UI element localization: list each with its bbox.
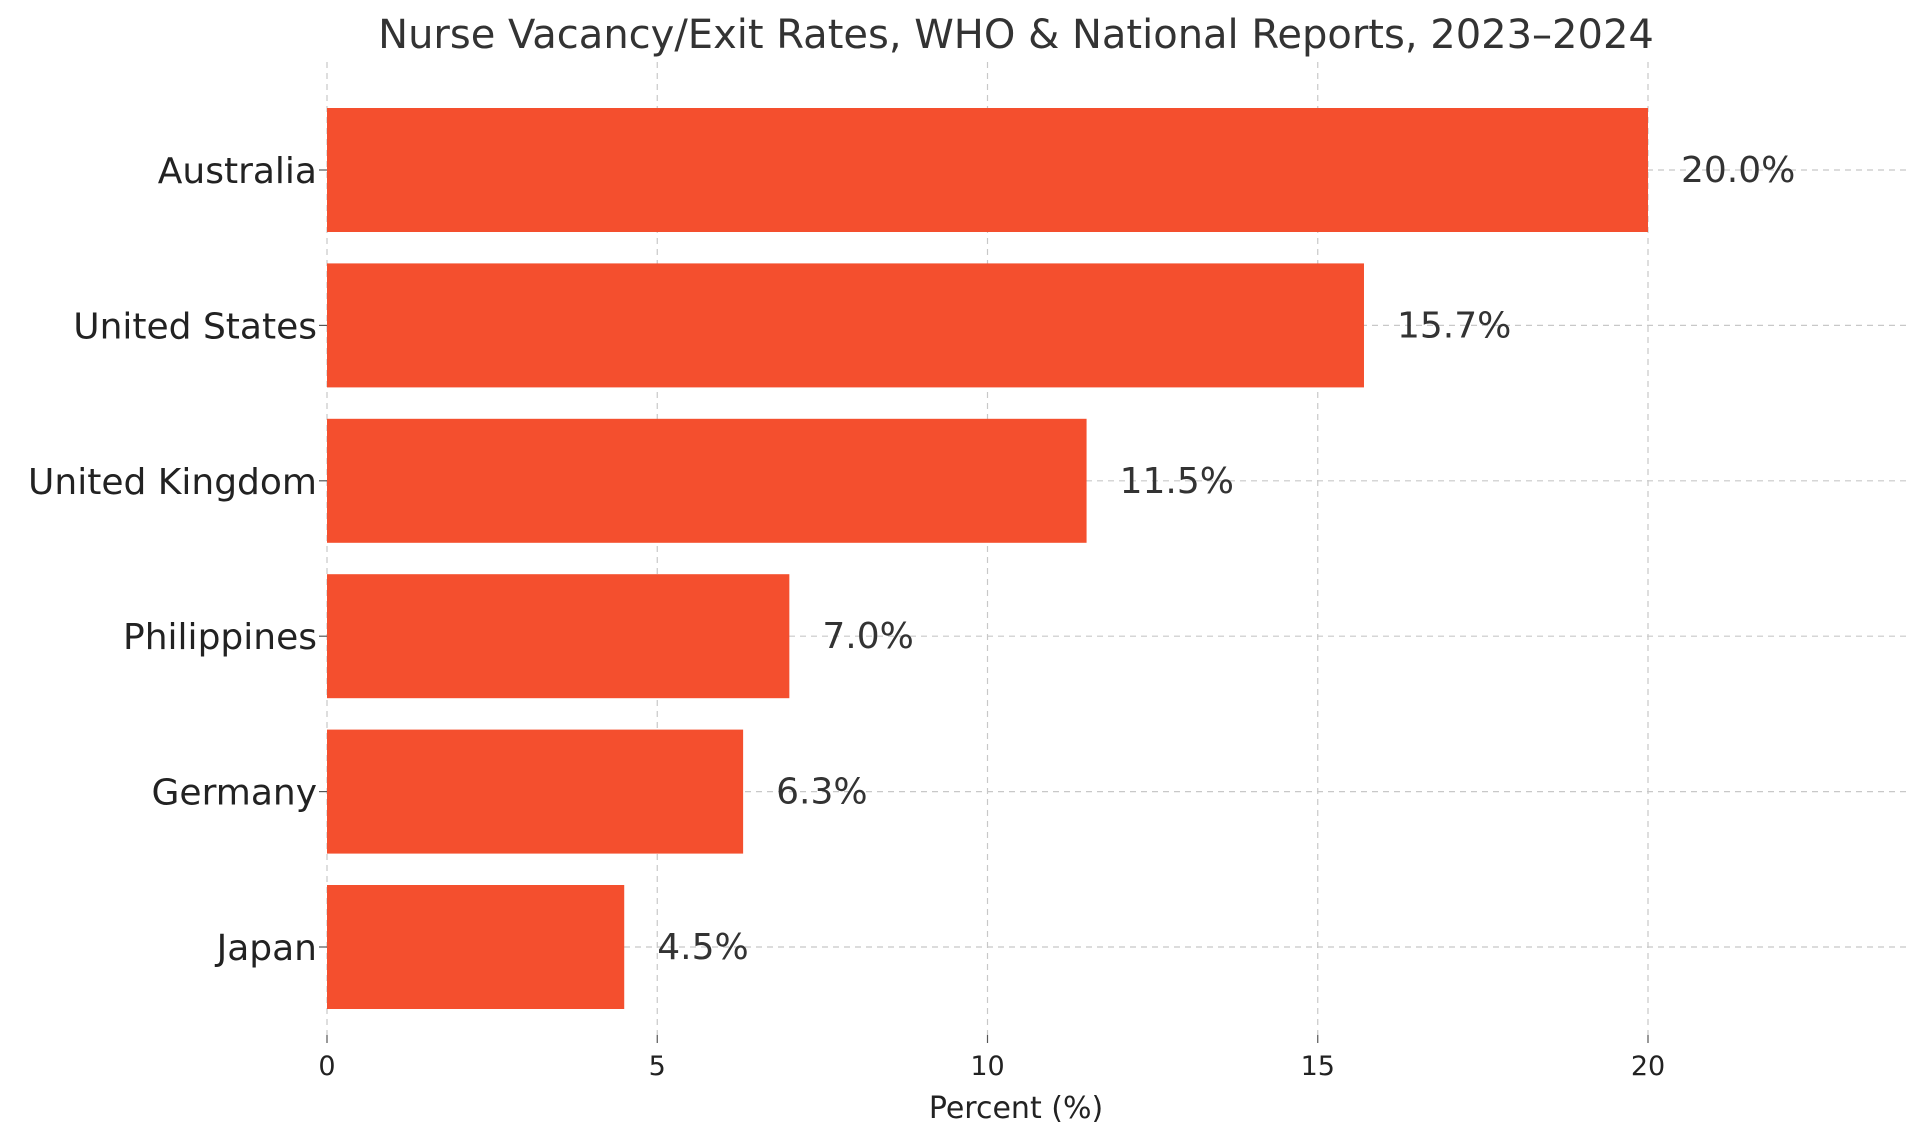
category-label: United Kingdom [28,462,317,503]
bar [327,418,1087,543]
x-axis-label: Percent (%) [929,1091,1103,1126]
category-label: Australia [158,151,317,192]
bar [327,263,1364,388]
bar [327,729,744,854]
bars [327,108,1648,1009]
category-labels: Australia United States United Kingdom Phil… [28,151,317,969]
value-label: 6.3% [776,772,867,813]
value-label: 7.0% [822,616,913,657]
value-label: 15.7% [1397,305,1511,346]
bar [327,108,1648,232]
value-label: 11.5% [1120,461,1234,502]
chart-title: Nurse Vacancy/Exit Rates, WHO & National… [378,12,1654,58]
category-label: Japan [215,928,317,969]
category-label: Philippines [123,617,317,658]
x-tick-label: 15 [1301,1051,1335,1082]
x-axis-ticks: 0 5 10 15 20 [318,169,1665,1082]
x-tick-label: 20 [1631,1051,1665,1082]
category-label: United States [73,306,317,347]
bar [327,885,625,1009]
x-tick-label: 5 [649,1051,666,1082]
value-labels: 20.0% 15.7% 11.5% 7.0% 6.3% 4.5% [657,150,1795,968]
value-label: 4.5% [657,927,748,968]
value-label: 20.0% [1681,150,1795,191]
grid-lines [326,62,1908,1035]
category-label: Germany [152,773,317,814]
x-tick-label: 0 [318,1051,335,1082]
bar [327,574,790,699]
x-tick-label: 10 [970,1051,1004,1082]
